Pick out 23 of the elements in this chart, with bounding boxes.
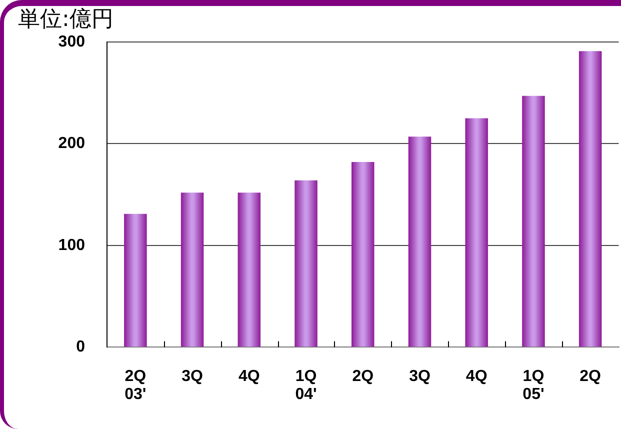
- bar: [465, 118, 488, 347]
- bar: [180, 192, 204, 347]
- x-tick-label: 3Q: [182, 368, 203, 385]
- chart-title: 単位:億円: [18, 7, 114, 33]
- bar: [578, 51, 602, 347]
- x-tick-label: 4Q: [238, 368, 260, 385]
- y-tick-label: 0: [76, 338, 86, 356]
- y-tick-label: 200: [58, 135, 86, 152]
- x-tick-label: 2Q: [352, 368, 374, 385]
- x-tick-label: 3Q: [409, 368, 430, 385]
- y-tick-label: 300: [58, 33, 86, 50]
- bar: [238, 192, 261, 347]
- x-tick-label: 1Q 04': [295, 368, 317, 404]
- bar: [352, 162, 374, 347]
- y-tick-label: 100: [58, 236, 86, 254]
- bar: [408, 136, 432, 347]
- x-tick-label: 2Q: [580, 368, 601, 385]
- bar: [124, 214, 147, 347]
- bar: [294, 180, 318, 347]
- x-tick-label: 1Q 05': [522, 368, 544, 404]
- x-tick-label: 2Q 03': [124, 368, 146, 404]
- x-tick-label: 4Q: [466, 368, 488, 385]
- bar: [522, 96, 545, 347]
